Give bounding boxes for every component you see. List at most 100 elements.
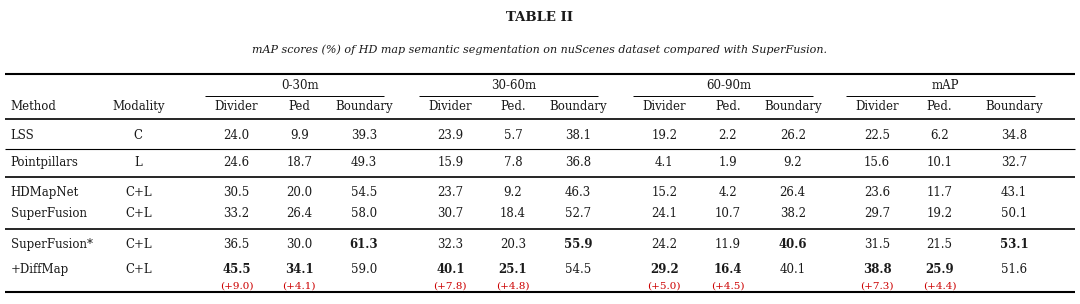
Text: 38.1: 38.1 (565, 129, 591, 142)
Text: 25.9: 25.9 (926, 263, 954, 275)
Text: 10.1: 10.1 (927, 156, 953, 169)
Text: Modality: Modality (112, 100, 164, 113)
Text: 60-90m: 60-90m (706, 79, 751, 92)
Text: 26.4: 26.4 (286, 207, 312, 220)
Text: mAP: mAP (932, 79, 959, 92)
Text: 26.2: 26.2 (780, 129, 806, 142)
Text: 34.1: 34.1 (285, 263, 313, 275)
Text: 15.6: 15.6 (864, 156, 890, 169)
Text: 61.3: 61.3 (350, 238, 378, 250)
Text: 36.8: 36.8 (565, 156, 591, 169)
Text: 4.2: 4.2 (718, 186, 738, 199)
Text: mAP scores (%) of HD map semantic segmentation on nuScenes dataset compared with: mAP scores (%) of HD map semantic segmen… (253, 44, 827, 55)
Text: (+7.3): (+7.3) (860, 282, 894, 291)
Text: L: L (134, 156, 143, 169)
Text: 52.7: 52.7 (565, 207, 591, 220)
Text: Method: Method (11, 100, 56, 113)
Text: 4.1: 4.1 (654, 156, 674, 169)
Text: (+4.8): (+4.8) (496, 282, 530, 291)
Text: 15.2: 15.2 (651, 186, 677, 199)
Text: 24.0: 24.0 (224, 129, 249, 142)
Text: 38.8: 38.8 (863, 263, 891, 275)
Text: 33.2: 33.2 (224, 207, 249, 220)
Text: 54.5: 54.5 (351, 186, 377, 199)
Text: (+9.0): (+9.0) (219, 282, 254, 291)
Text: C+L: C+L (125, 263, 151, 275)
Text: Divider: Divider (643, 100, 686, 113)
Text: 21.5: 21.5 (927, 238, 953, 250)
Text: 38.2: 38.2 (780, 207, 806, 220)
Text: SuperFusion*: SuperFusion* (11, 238, 93, 250)
Text: 43.1: 43.1 (1001, 186, 1027, 199)
Text: 19.2: 19.2 (651, 129, 677, 142)
Text: 55.9: 55.9 (564, 238, 592, 250)
Text: Divider: Divider (429, 100, 472, 113)
Text: Boundary: Boundary (764, 100, 822, 113)
Text: 32.3: 32.3 (437, 238, 463, 250)
Text: 50.1: 50.1 (1001, 207, 1027, 220)
Text: 23.7: 23.7 (437, 186, 463, 199)
Text: 29.2: 29.2 (650, 263, 678, 275)
Text: 49.3: 49.3 (351, 156, 377, 169)
Text: LSS: LSS (11, 129, 35, 142)
Text: 39.3: 39.3 (351, 129, 377, 142)
Text: 18.4: 18.4 (500, 207, 526, 220)
Text: C+L: C+L (125, 238, 151, 250)
Text: 51.6: 51.6 (1001, 263, 1027, 275)
Text: 59.0: 59.0 (351, 263, 377, 275)
Text: (+4.1): (+4.1) (282, 282, 316, 291)
Text: 30.5: 30.5 (224, 186, 249, 199)
Text: 22.5: 22.5 (864, 129, 890, 142)
Text: 24.6: 24.6 (224, 156, 249, 169)
Text: 24.1: 24.1 (651, 207, 677, 220)
Text: C: C (134, 129, 143, 142)
Text: Boundary: Boundary (549, 100, 607, 113)
Text: (+5.0): (+5.0) (647, 282, 681, 291)
Text: 7.8: 7.8 (503, 156, 523, 169)
Text: 11.9: 11.9 (715, 238, 741, 250)
Text: 30-60m: 30-60m (491, 79, 537, 92)
Text: 32.7: 32.7 (1001, 156, 1027, 169)
Text: 20.0: 20.0 (286, 186, 312, 199)
Text: 30.0: 30.0 (286, 238, 312, 250)
Text: 10.7: 10.7 (715, 207, 741, 220)
Text: 16.4: 16.4 (714, 263, 742, 275)
Text: 1.9: 1.9 (718, 156, 738, 169)
Text: C+L: C+L (125, 207, 151, 220)
Text: 11.7: 11.7 (927, 186, 953, 199)
Text: Boundary: Boundary (335, 100, 393, 113)
Text: 29.7: 29.7 (864, 207, 890, 220)
Text: 54.5: 54.5 (565, 263, 591, 275)
Text: 23.6: 23.6 (864, 186, 890, 199)
Text: 26.4: 26.4 (780, 186, 806, 199)
Text: 30.7: 30.7 (437, 207, 463, 220)
Text: 15.9: 15.9 (437, 156, 463, 169)
Text: +DiffMap: +DiffMap (11, 263, 69, 275)
Text: 34.8: 34.8 (1001, 129, 1027, 142)
Text: 45.5: 45.5 (222, 263, 251, 275)
Text: 31.5: 31.5 (864, 238, 890, 250)
Text: 36.5: 36.5 (224, 238, 249, 250)
Text: Divider: Divider (215, 100, 258, 113)
Text: 25.1: 25.1 (499, 263, 527, 275)
Text: TABLE II: TABLE II (507, 11, 573, 24)
Text: 23.9: 23.9 (437, 129, 463, 142)
Text: 53.1: 53.1 (1000, 238, 1028, 250)
Text: 46.3: 46.3 (565, 186, 591, 199)
Text: 58.0: 58.0 (351, 207, 377, 220)
Text: 19.2: 19.2 (927, 207, 953, 220)
Text: C+L: C+L (125, 186, 151, 199)
Text: (+4.5): (+4.5) (711, 282, 745, 291)
Text: HDMapNet: HDMapNet (11, 186, 79, 199)
Text: 20.3: 20.3 (500, 238, 526, 250)
Text: 40.6: 40.6 (779, 238, 807, 250)
Text: (+4.4): (+4.4) (922, 282, 957, 291)
Text: SuperFusion: SuperFusion (11, 207, 86, 220)
Text: 2.2: 2.2 (718, 129, 738, 142)
Text: 5.7: 5.7 (503, 129, 523, 142)
Text: (+7.8): (+7.8) (433, 282, 468, 291)
Text: 0-30m: 0-30m (282, 79, 319, 92)
Text: 40.1: 40.1 (780, 263, 806, 275)
Text: Ped: Ped (288, 100, 310, 113)
Text: 9.2: 9.2 (503, 186, 523, 199)
